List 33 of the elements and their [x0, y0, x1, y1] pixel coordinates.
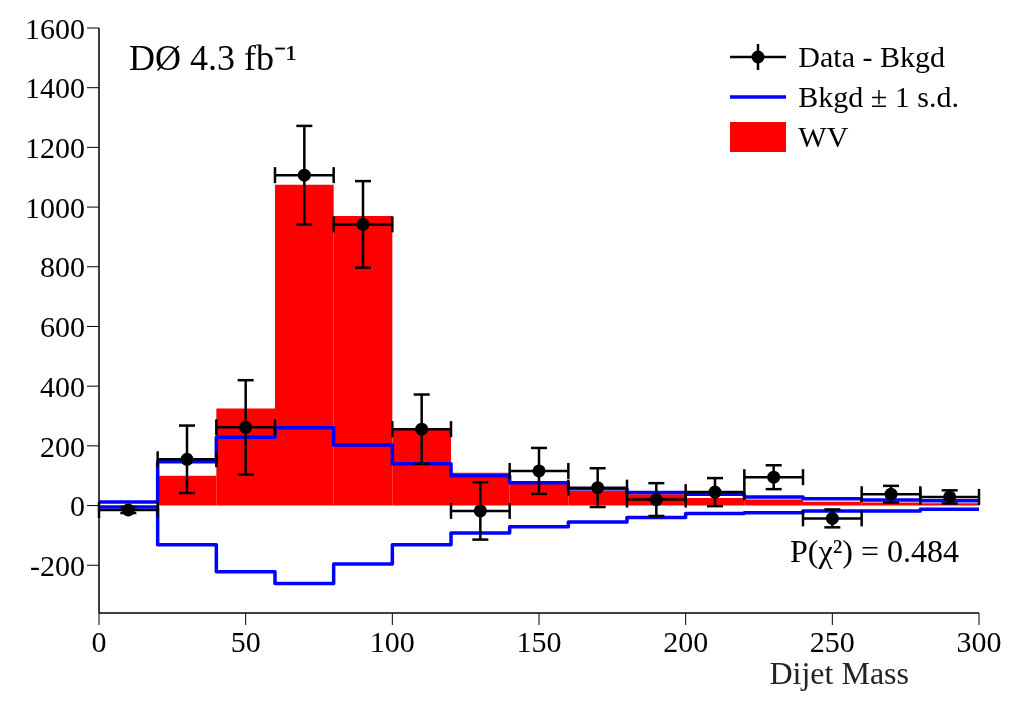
y-tick-label: 400: [40, 369, 85, 403]
y-tick-label: 1000: [25, 190, 85, 224]
point: [532, 464, 546, 478]
x-tick-label: 50: [230, 625, 261, 659]
x-tick-label: 150: [516, 625, 562, 659]
point: [591, 481, 605, 495]
point: [180, 452, 194, 466]
point: [239, 420, 253, 434]
y-tick-label: 1600: [25, 11, 85, 45]
y-tick-label: 1200: [25, 131, 85, 165]
annotation: DØ 4.3 fb⁻¹: [129, 37, 297, 80]
legend-label: Bkgd ± 1 s.d.: [798, 80, 959, 114]
x-tick-label: 300: [956, 625, 1002, 659]
point: [708, 485, 722, 499]
y-tick-label: 600: [40, 310, 85, 344]
legend-label: Data - Bkgd: [798, 40, 945, 74]
point: [356, 217, 370, 231]
y-tick-label: 200: [40, 429, 85, 463]
y-tick-label: 1400: [25, 71, 85, 105]
point: [297, 168, 311, 182]
annotation: P(χ²) = 0.484: [790, 533, 959, 570]
x-tick-label: 0: [91, 625, 107, 659]
y-tick-label: 0: [70, 489, 85, 523]
legend-label: WV: [798, 120, 849, 154]
y-tick-label: -200: [30, 548, 85, 582]
point: [415, 422, 429, 436]
point: [649, 493, 663, 507]
point: [767, 470, 781, 484]
y-tick-label: 800: [40, 250, 85, 284]
point: [825, 511, 839, 525]
point: [473, 504, 487, 518]
x-tick-label: 200: [663, 625, 709, 659]
x-tick-label: 100: [369, 625, 415, 659]
